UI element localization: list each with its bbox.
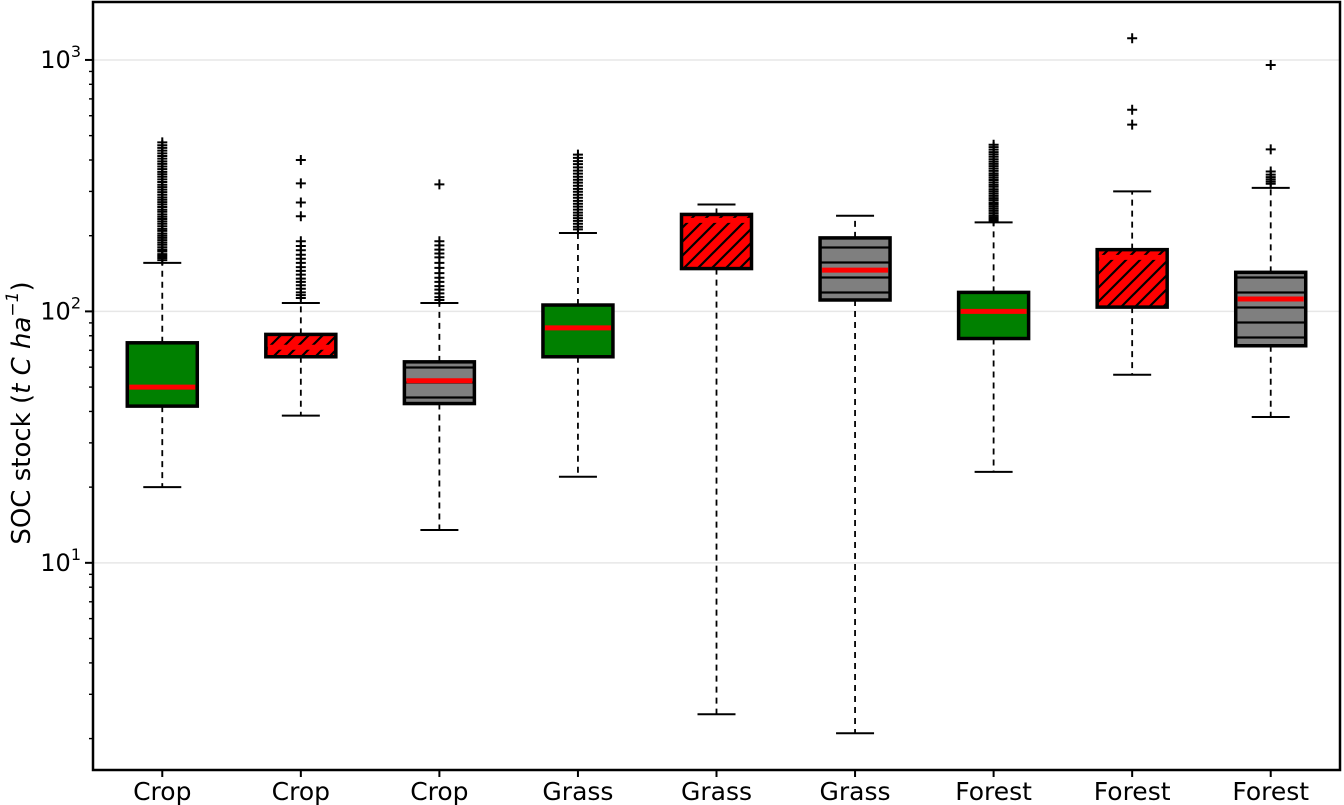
outlier-marker (295, 211, 306, 222)
box-group-3-grass (541, 149, 615, 478)
y-tick-label: 102 (40, 293, 81, 325)
outlier-marker (295, 293, 306, 304)
iqr-box (402, 360, 477, 406)
outlier-marker (295, 197, 306, 208)
outlier-marker (434, 294, 445, 305)
x-category-label: Crop (410, 777, 468, 805)
box-group-4-grass (679, 203, 754, 716)
iqr-box (1095, 247, 1169, 309)
outlier-marker (157, 255, 168, 266)
y-axis-label: SOC stock (t C ha−1) (3, 281, 37, 544)
outlier-marker (1127, 119, 1138, 130)
y-tick-label: 103 (40, 42, 81, 74)
x-category-label: Forest (1094, 777, 1171, 805)
outlier-marker (1127, 33, 1138, 44)
outlier-marker (572, 224, 583, 235)
outlier-marker (295, 155, 306, 166)
iqr-box (125, 341, 200, 408)
x-category-label: Crop (272, 777, 330, 805)
outlier-marker (1265, 166, 1276, 177)
iqr-box (1233, 270, 1308, 348)
outlier-marker (295, 178, 306, 189)
x-category-label: Forest (1232, 777, 1309, 805)
iqr-box (541, 303, 615, 359)
x-category-label: Grass (820, 777, 891, 805)
box-group-1-crop (264, 155, 338, 417)
box-group-5-grass (818, 214, 892, 735)
iqr-box (818, 236, 892, 302)
iqr-box (264, 332, 338, 359)
box-group-8-forest (1233, 59, 1308, 419)
iqr-box (956, 290, 1031, 341)
box-group-2-crop (402, 179, 477, 532)
x-category-label: Forest (955, 777, 1032, 805)
outlier-marker (1265, 144, 1276, 155)
box-group-7-forest (1095, 33, 1169, 376)
box-group-6-forest (956, 139, 1031, 473)
outlier-marker (1127, 104, 1138, 115)
outlier-marker (434, 179, 445, 190)
gridlines (93, 59, 1340, 564)
outlier-marker (1265, 59, 1276, 70)
outlier-marker (988, 215, 999, 226)
x-category-label: Grass (542, 777, 613, 805)
y-tick-label: 101 (40, 545, 81, 577)
box-group-0-crop (125, 137, 200, 489)
iqr-box (679, 212, 754, 271)
x-category-label: Grass (681, 777, 752, 805)
x-category-label: Crop (133, 777, 191, 805)
